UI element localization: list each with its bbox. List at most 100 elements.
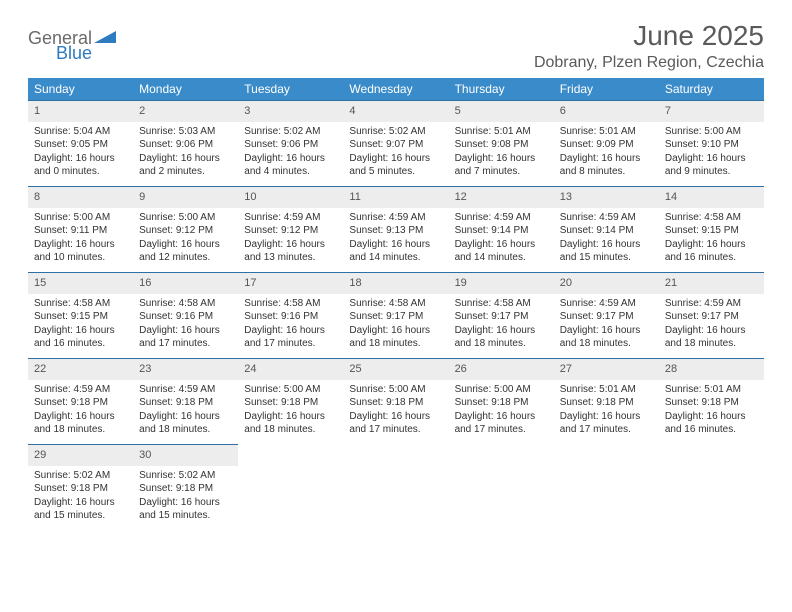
- sunrise-text: Sunrise: 4:58 AM: [244, 297, 337, 311]
- sunrise-text: Sunrise: 5:00 AM: [349, 383, 442, 397]
- daylight-text: Daylight: 16 hours and 9 minutes.: [665, 152, 758, 179]
- day-number: 25: [343, 358, 448, 380]
- day-content: Sunrise: 4:58 AMSunset: 9:17 PMDaylight:…: [343, 294, 448, 357]
- empty-cell: [238, 444, 343, 530]
- calendar: Sunday Monday Tuesday Wednesday Thursday…: [28, 78, 764, 530]
- sunrise-text: Sunrise: 5:00 AM: [455, 383, 548, 397]
- day-cell: 29Sunrise: 5:02 AMSunset: 9:18 PMDayligh…: [28, 444, 133, 530]
- day-content: Sunrise: 4:58 AMSunset: 9:16 PMDaylight:…: [238, 294, 343, 357]
- day-cell: 17Sunrise: 4:58 AMSunset: 9:16 PMDayligh…: [238, 272, 343, 358]
- daylight-text: Daylight: 16 hours and 16 minutes.: [665, 410, 758, 437]
- day-cell: 24Sunrise: 5:00 AMSunset: 9:18 PMDayligh…: [238, 358, 343, 444]
- day-number: 8: [28, 186, 133, 208]
- day-content: Sunrise: 4:58 AMSunset: 9:15 PMDaylight:…: [28, 294, 133, 357]
- sunset-text: Sunset: 9:18 PM: [349, 396, 442, 410]
- page-header: GeneralBlue June 2025 Dobrany, Plzen Reg…: [28, 20, 764, 72]
- daylight-text: Daylight: 16 hours and 16 minutes.: [34, 324, 127, 351]
- sunrise-text: Sunrise: 4:59 AM: [34, 383, 127, 397]
- weekday-header: Thursday: [449, 78, 554, 100]
- day-number: 18: [343, 272, 448, 294]
- sunset-text: Sunset: 9:06 PM: [244, 138, 337, 152]
- sunrise-text: Sunrise: 5:03 AM: [139, 125, 232, 139]
- empty-cell: [554, 444, 659, 530]
- day-cell: 1Sunrise: 5:04 AMSunset: 9:05 PMDaylight…: [28, 100, 133, 186]
- sunrise-text: Sunrise: 4:58 AM: [349, 297, 442, 311]
- sunset-text: Sunset: 9:10 PM: [665, 138, 758, 152]
- sunset-text: Sunset: 9:14 PM: [560, 224, 653, 238]
- day-number: 24: [238, 358, 343, 380]
- sunset-text: Sunset: 9:14 PM: [455, 224, 548, 238]
- daylight-text: Daylight: 16 hours and 2 minutes.: [139, 152, 232, 179]
- sunrise-text: Sunrise: 5:04 AM: [34, 125, 127, 139]
- sunset-text: Sunset: 9:05 PM: [34, 138, 127, 152]
- day-cell: 16Sunrise: 4:58 AMSunset: 9:16 PMDayligh…: [133, 272, 238, 358]
- day-content: Sunrise: 5:02 AMSunset: 9:07 PMDaylight:…: [343, 122, 448, 185]
- day-cell: 13Sunrise: 4:59 AMSunset: 9:14 PMDayligh…: [554, 186, 659, 272]
- day-content: Sunrise: 5:04 AMSunset: 9:05 PMDaylight:…: [28, 122, 133, 185]
- day-cell: 26Sunrise: 5:00 AMSunset: 9:18 PMDayligh…: [449, 358, 554, 444]
- day-cell: 18Sunrise: 4:58 AMSunset: 9:17 PMDayligh…: [343, 272, 448, 358]
- day-cell: 5Sunrise: 5:01 AMSunset: 9:08 PMDaylight…: [449, 100, 554, 186]
- sunrise-text: Sunrise: 5:02 AM: [244, 125, 337, 139]
- empty-cell: [343, 444, 448, 530]
- day-cell: 23Sunrise: 4:59 AMSunset: 9:18 PMDayligh…: [133, 358, 238, 444]
- day-cell: 4Sunrise: 5:02 AMSunset: 9:07 PMDaylight…: [343, 100, 448, 186]
- day-number: 17: [238, 272, 343, 294]
- day-number: 3: [238, 100, 343, 122]
- day-content: Sunrise: 5:01 AMSunset: 9:09 PMDaylight:…: [554, 122, 659, 185]
- daylight-text: Daylight: 16 hours and 18 minutes.: [455, 324, 548, 351]
- daylight-text: Daylight: 16 hours and 18 minutes.: [244, 410, 337, 437]
- daylight-text: Daylight: 16 hours and 17 minutes.: [560, 410, 653, 437]
- empty-cell: [449, 444, 554, 530]
- sunset-text: Sunset: 9:11 PM: [34, 224, 127, 238]
- sunset-text: Sunset: 9:15 PM: [665, 224, 758, 238]
- sunrise-text: Sunrise: 5:02 AM: [34, 469, 127, 483]
- sunset-text: Sunset: 9:16 PM: [244, 310, 337, 324]
- daylight-text: Daylight: 16 hours and 13 minutes.: [244, 238, 337, 265]
- day-content: Sunrise: 4:58 AMSunset: 9:17 PMDaylight:…: [449, 294, 554, 357]
- daylight-text: Daylight: 16 hours and 17 minutes.: [139, 324, 232, 351]
- day-content: Sunrise: 5:02 AMSunset: 9:06 PMDaylight:…: [238, 122, 343, 185]
- day-cell: 27Sunrise: 5:01 AMSunset: 9:18 PMDayligh…: [554, 358, 659, 444]
- daylight-text: Daylight: 16 hours and 15 minutes.: [560, 238, 653, 265]
- sunset-text: Sunset: 9:18 PM: [34, 396, 127, 410]
- day-content: Sunrise: 5:00 AMSunset: 9:11 PMDaylight:…: [28, 208, 133, 271]
- day-cell: 15Sunrise: 4:58 AMSunset: 9:15 PMDayligh…: [28, 272, 133, 358]
- weekday-header: Saturday: [659, 78, 764, 100]
- day-content: Sunrise: 5:01 AMSunset: 9:18 PMDaylight:…: [659, 380, 764, 443]
- sunset-text: Sunset: 9:18 PM: [244, 396, 337, 410]
- sunrise-text: Sunrise: 4:59 AM: [665, 297, 758, 311]
- day-number: 26: [449, 358, 554, 380]
- day-number: 15: [28, 272, 133, 294]
- day-content: Sunrise: 5:00 AMSunset: 9:12 PMDaylight:…: [133, 208, 238, 271]
- day-content: Sunrise: 4:59 AMSunset: 9:14 PMDaylight:…: [449, 208, 554, 271]
- sunrise-text: Sunrise: 5:02 AM: [349, 125, 442, 139]
- sunset-text: Sunset: 9:18 PM: [139, 482, 232, 496]
- daylight-text: Daylight: 16 hours and 17 minutes.: [455, 410, 548, 437]
- page-root: GeneralBlue June 2025 Dobrany, Plzen Reg…: [0, 0, 792, 550]
- sunset-text: Sunset: 9:07 PM: [349, 138, 442, 152]
- day-content: Sunrise: 4:59 AMSunset: 9:12 PMDaylight:…: [238, 208, 343, 271]
- sunrise-text: Sunrise: 5:01 AM: [455, 125, 548, 139]
- weekday-header: Wednesday: [343, 78, 448, 100]
- sunrise-text: Sunrise: 4:58 AM: [665, 211, 758, 225]
- sunset-text: Sunset: 9:18 PM: [139, 396, 232, 410]
- day-content: Sunrise: 5:00 AMSunset: 9:18 PMDaylight:…: [449, 380, 554, 443]
- day-content: Sunrise: 4:59 AMSunset: 9:17 PMDaylight:…: [659, 294, 764, 357]
- weekday-header: Tuesday: [238, 78, 343, 100]
- sunset-text: Sunset: 9:18 PM: [560, 396, 653, 410]
- day-content: Sunrise: 5:02 AMSunset: 9:18 PMDaylight:…: [28, 466, 133, 529]
- daylight-text: Daylight: 16 hours and 4 minutes.: [244, 152, 337, 179]
- sunset-text: Sunset: 9:18 PM: [455, 396, 548, 410]
- sunrise-text: Sunrise: 4:58 AM: [139, 297, 232, 311]
- daylight-text: Daylight: 16 hours and 5 minutes.: [349, 152, 442, 179]
- day-number: 9: [133, 186, 238, 208]
- day-number: 7: [659, 100, 764, 122]
- daylight-text: Daylight: 16 hours and 12 minutes.: [139, 238, 232, 265]
- day-content: Sunrise: 4:58 AMSunset: 9:16 PMDaylight:…: [133, 294, 238, 357]
- day-content: Sunrise: 5:01 AMSunset: 9:18 PMDaylight:…: [554, 380, 659, 443]
- day-cell: 11Sunrise: 4:59 AMSunset: 9:13 PMDayligh…: [343, 186, 448, 272]
- daylight-text: Daylight: 16 hours and 10 minutes.: [34, 238, 127, 265]
- day-number: 1: [28, 100, 133, 122]
- day-content: Sunrise: 5:00 AMSunset: 9:18 PMDaylight:…: [238, 380, 343, 443]
